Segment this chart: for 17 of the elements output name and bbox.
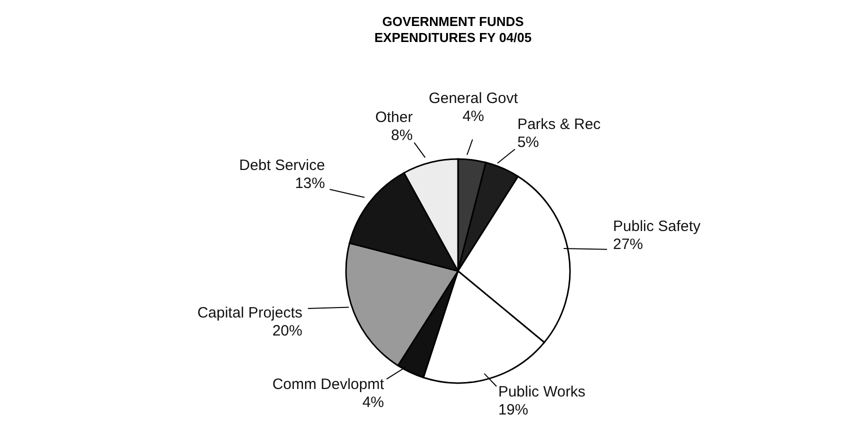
slice-label: Debt Service [239, 156, 325, 174]
slice-label: Other [375, 109, 413, 126]
slice-label: Parks & Rec [517, 116, 602, 134]
slice-label: Capital Projects [197, 304, 302, 322]
chart-title: GOVERNMENT FUNDS EXPENDITURES FY 04/05 [373, 14, 533, 46]
slice-label: Public Safety [613, 218, 702, 236]
data-label: 4% [362, 394, 384, 412]
data-label: 27% [613, 236, 644, 254]
data-label: 5% [517, 134, 540, 152]
data-label: 20% [272, 322, 302, 340]
slice-label: General Govt [428, 90, 519, 108]
slice-label: Comm Devlopmt [272, 376, 385, 394]
data-label: 8% [391, 127, 413, 144]
data-label: 19% [498, 402, 528, 419]
data-label: 13% [294, 174, 325, 192]
data-label: 4% [462, 108, 484, 126]
slice-label: Public Works [498, 384, 586, 401]
